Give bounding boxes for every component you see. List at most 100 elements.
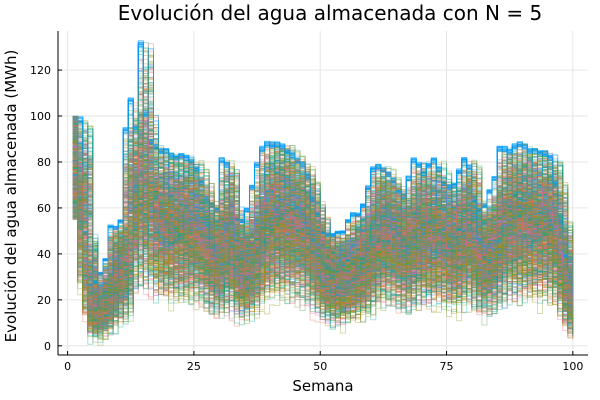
series-line — [72, 125, 574, 322]
series-line — [72, 124, 574, 306]
series-line — [72, 135, 574, 318]
series-line — [72, 149, 574, 324]
series-line — [72, 42, 574, 290]
series-line — [72, 158, 574, 328]
series-line — [72, 143, 574, 292]
series-line — [72, 110, 574, 320]
series-line — [72, 159, 574, 325]
series-line — [72, 69, 574, 316]
y-tick-label: 120 — [30, 64, 51, 77]
series-line — [72, 116, 574, 321]
series-line — [72, 55, 574, 303]
series-line — [72, 45, 574, 289]
series-line — [72, 137, 574, 324]
series-line — [72, 139, 574, 313]
series-line — [72, 192, 574, 331]
series-line — [72, 133, 574, 295]
series-line — [72, 50, 574, 305]
series-line — [72, 137, 574, 333]
series-line — [72, 101, 574, 302]
series-line — [72, 142, 574, 324]
series-line — [72, 43, 574, 290]
series-line — [72, 141, 574, 310]
series-line — [72, 121, 574, 310]
series-line — [72, 125, 574, 310]
series-line — [72, 114, 574, 322]
series-line — [72, 137, 574, 330]
series-line — [72, 167, 574, 314]
series-line — [72, 91, 574, 304]
series-line — [72, 94, 574, 311]
series-line — [72, 90, 574, 309]
series-line — [72, 102, 574, 319]
series-line — [72, 138, 574, 302]
series-line — [72, 192, 574, 315]
series-line — [72, 93, 574, 311]
series-line — [72, 70, 574, 308]
series-line — [72, 144, 574, 307]
series-line — [72, 100, 574, 319]
series-line — [72, 98, 574, 309]
series-line — [72, 106, 574, 309]
series-line — [72, 47, 574, 320]
x-tick-label: 50 — [313, 360, 327, 373]
series-line — [72, 165, 574, 321]
series-line — [72, 114, 574, 325]
x-tick-label: 75 — [440, 360, 454, 373]
series-line — [72, 172, 574, 321]
series-line — [72, 206, 574, 315]
series-line — [72, 189, 574, 325]
series-line — [72, 118, 574, 311]
series-line — [72, 142, 574, 295]
series-line — [72, 147, 574, 302]
series-line — [72, 74, 574, 311]
series-line — [72, 138, 574, 308]
y-tick-label: 60 — [37, 202, 51, 215]
series-line — [72, 115, 574, 315]
series-line — [72, 118, 574, 323]
series-line — [72, 180, 574, 336]
series-line — [72, 129, 574, 319]
series-line — [72, 147, 574, 318]
series-line — [72, 72, 574, 309]
series-line — [72, 195, 574, 328]
series-line — [72, 90, 574, 309]
series-line — [72, 136, 574, 316]
series-line — [72, 181, 574, 331]
series-line — [72, 146, 574, 321]
series-line — [72, 50, 574, 307]
series-line — [72, 164, 574, 308]
series-line — [72, 86, 574, 311]
series-line — [72, 157, 574, 302]
series-line — [72, 147, 574, 316]
series-line — [72, 102, 574, 309]
series-line — [72, 115, 574, 294]
series-line — [72, 212, 574, 332]
series-line — [72, 192, 574, 329]
y-tick-label: 0 — [44, 340, 51, 353]
series-line — [72, 160, 574, 309]
series-line — [72, 86, 574, 306]
series-line — [72, 148, 574, 310]
series-line — [72, 121, 574, 300]
series-line — [72, 116, 574, 324]
series-line — [72, 186, 574, 317]
series-line — [72, 142, 574, 308]
series-line — [72, 209, 574, 321]
series-line — [72, 196, 574, 329]
series-line — [72, 41, 574, 290]
series-line — [72, 73, 574, 310]
series-line — [72, 86, 574, 305]
series-line — [72, 95, 574, 318]
series-line — [72, 133, 574, 319]
series-line — [72, 124, 574, 326]
series-line — [72, 146, 574, 307]
series-line — [72, 166, 574, 312]
series-line — [72, 86, 574, 314]
series-line — [72, 209, 574, 331]
series-line — [72, 164, 574, 300]
series-line — [72, 104, 574, 308]
series-line — [72, 111, 574, 322]
series-line — [72, 200, 574, 323]
series-line — [72, 118, 574, 300]
